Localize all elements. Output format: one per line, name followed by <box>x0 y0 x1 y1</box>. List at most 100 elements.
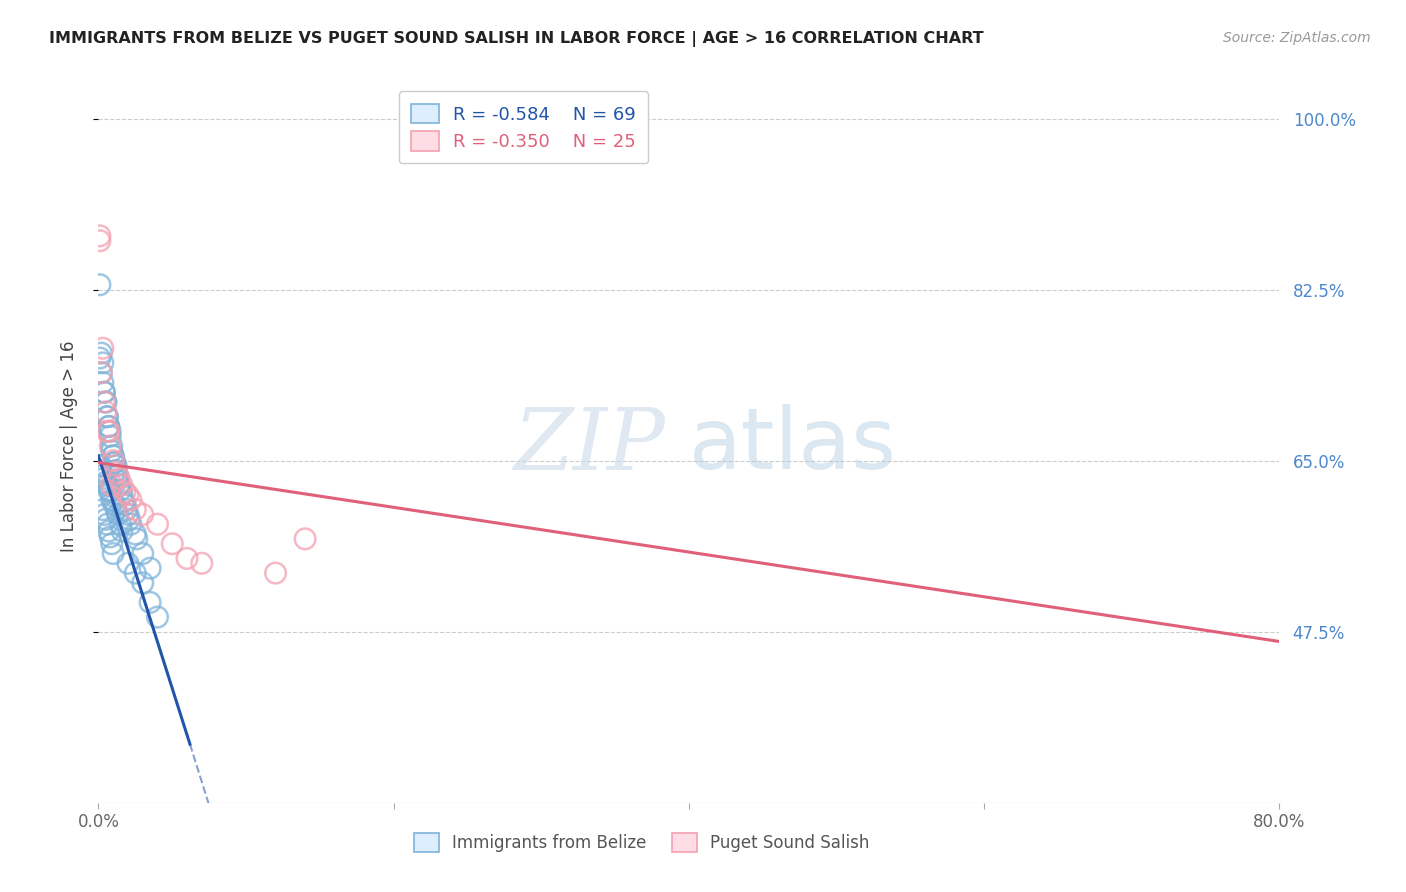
Point <box>97 483 120 497</box>
Point <box>105 466 128 480</box>
Point <box>124 502 146 516</box>
Point <box>120 492 142 507</box>
Point <box>89 277 111 292</box>
Point <box>104 456 127 470</box>
Point <box>108 478 131 492</box>
Point <box>91 356 114 370</box>
Point <box>93 385 115 400</box>
Point <box>108 478 131 492</box>
Point <box>98 485 121 500</box>
Point <box>110 517 132 532</box>
Legend: Immigrants from Belize, Puget Sound Salish: Immigrants from Belize, Puget Sound Sali… <box>408 827 876 859</box>
Point <box>96 409 118 424</box>
Point <box>112 494 135 508</box>
Point <box>103 453 125 467</box>
Point <box>146 610 169 624</box>
Point <box>111 478 134 492</box>
Point <box>91 376 114 390</box>
Point <box>114 498 136 512</box>
Point <box>90 346 112 360</box>
Point <box>94 475 117 490</box>
Point <box>124 566 146 580</box>
Point <box>100 478 122 492</box>
Point <box>94 405 117 419</box>
Text: ZIP: ZIP <box>513 405 665 487</box>
Point <box>94 395 117 409</box>
Point <box>91 502 114 516</box>
Point <box>264 566 287 580</box>
Point <box>139 561 162 575</box>
Point <box>104 456 127 470</box>
Point <box>91 341 114 355</box>
Point <box>96 517 118 532</box>
Point <box>146 517 169 532</box>
Point <box>104 498 127 512</box>
Point <box>118 512 141 526</box>
Point <box>111 524 134 538</box>
Point <box>103 449 125 463</box>
Y-axis label: In Labor Force | Age > 16: In Labor Force | Age > 16 <box>59 340 77 552</box>
Point <box>294 532 316 546</box>
Point <box>100 439 122 453</box>
Text: IMMIGRANTS FROM BELIZE VS PUGET SOUND SALISH IN LABOR FORCE | AGE > 16 CORRELATI: IMMIGRANTS FROM BELIZE VS PUGET SOUND SA… <box>49 31 984 47</box>
Point <box>96 478 118 492</box>
Point <box>107 508 129 522</box>
Point <box>96 425 118 439</box>
Point <box>107 473 129 487</box>
Point <box>125 532 148 546</box>
Point <box>90 466 112 480</box>
Point <box>89 458 111 473</box>
Point <box>91 468 114 483</box>
Point <box>98 429 121 443</box>
Point <box>89 228 111 243</box>
Point <box>100 492 122 507</box>
Point <box>97 425 120 439</box>
Point <box>98 439 121 453</box>
Point <box>98 530 121 544</box>
Point <box>96 409 118 424</box>
Text: Source: ZipAtlas.com: Source: ZipAtlas.com <box>1223 31 1371 45</box>
Text: atlas: atlas <box>689 404 897 488</box>
Point <box>120 517 142 532</box>
Point <box>162 537 183 551</box>
Point <box>94 395 117 409</box>
Point <box>176 551 198 566</box>
Point <box>90 366 112 380</box>
Point <box>100 443 122 458</box>
Point <box>90 366 112 380</box>
Point <box>105 463 128 477</box>
Point <box>110 483 132 497</box>
Point <box>98 425 121 439</box>
Point <box>139 595 162 609</box>
Point <box>117 557 139 571</box>
Point <box>132 547 155 561</box>
Point <box>97 419 120 434</box>
Point <box>108 471 131 485</box>
Point <box>114 485 136 500</box>
Point <box>132 508 155 522</box>
Point <box>117 488 139 502</box>
Point <box>89 463 111 477</box>
Point <box>105 458 128 473</box>
Point <box>93 385 115 400</box>
Point <box>132 575 155 590</box>
Point <box>94 512 117 526</box>
Point <box>117 508 139 522</box>
Point <box>107 468 129 483</box>
Point <box>103 449 125 463</box>
Point <box>100 537 122 551</box>
Point <box>115 502 138 516</box>
Point <box>103 547 125 561</box>
Point <box>97 524 120 538</box>
Point <box>111 488 134 502</box>
Point <box>89 351 111 365</box>
Point <box>191 557 214 571</box>
Point <box>105 502 128 516</box>
Point <box>93 395 115 409</box>
Point <box>103 494 125 508</box>
Point <box>89 234 111 248</box>
Point <box>97 419 120 434</box>
Point <box>93 471 115 485</box>
Point <box>124 527 146 541</box>
Point <box>93 508 115 522</box>
